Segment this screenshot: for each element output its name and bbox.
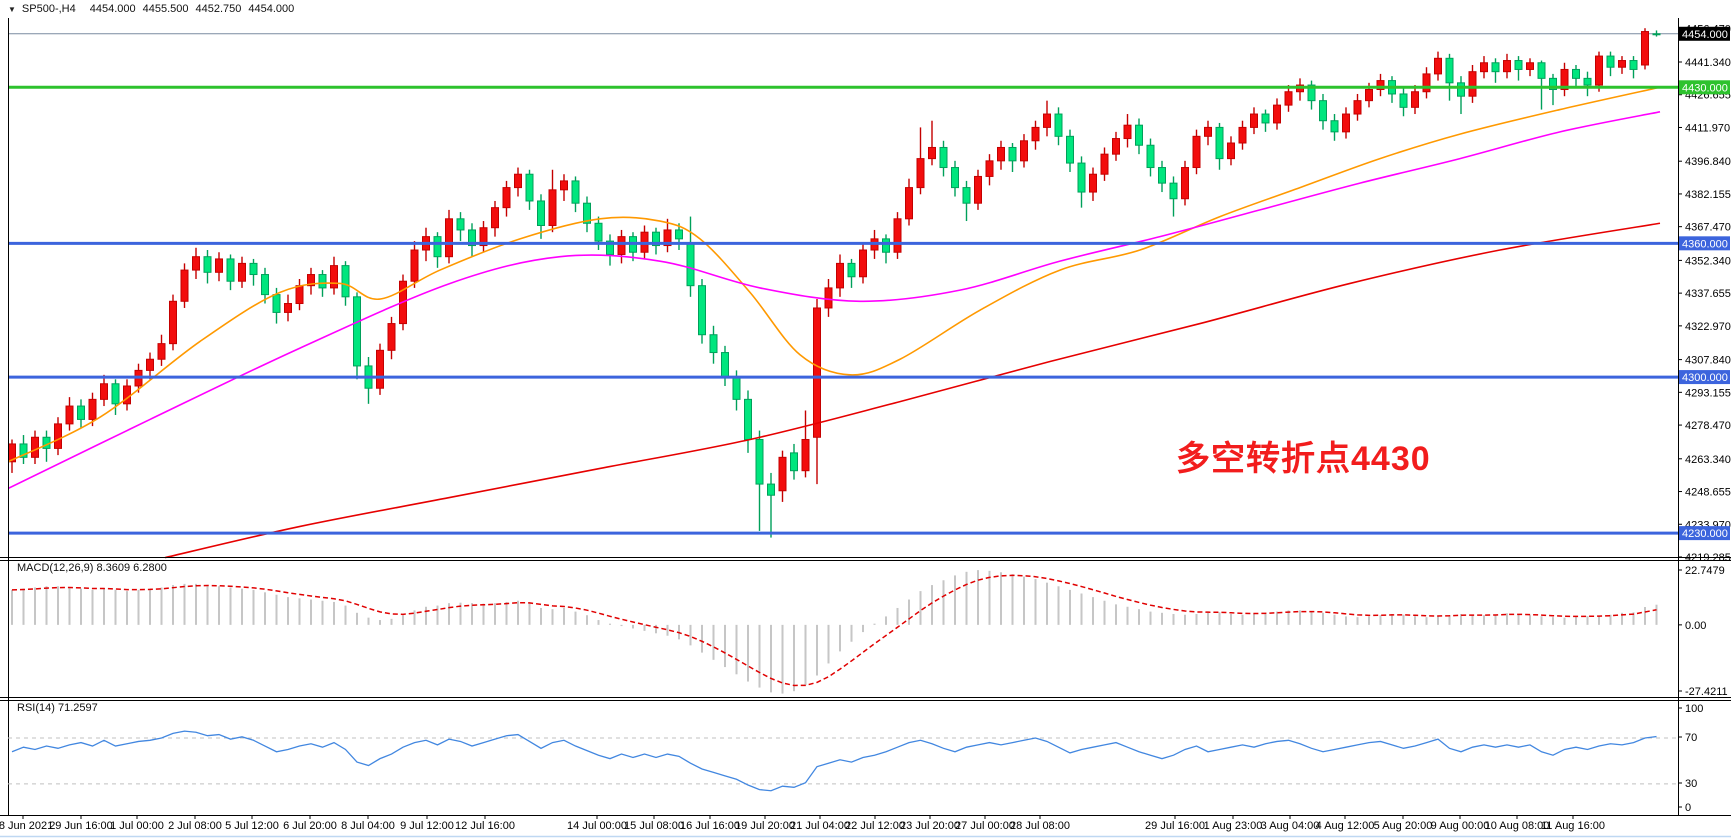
svg-text:4454.000: 4454.000 xyxy=(1682,29,1728,41)
svg-text:100: 100 xyxy=(1685,703,1703,715)
price-badge-4300.000: 4300.000 xyxy=(1679,370,1730,385)
ohlc-close: 4454.000 xyxy=(248,3,295,15)
svg-text:4230.000: 4230.000 xyxy=(1682,528,1728,540)
svg-text:4278.470: 4278.470 xyxy=(1685,420,1731,432)
svg-text:4382.155: 4382.155 xyxy=(1685,189,1731,201)
symbol-dropdown-icon[interactable]: ▼ xyxy=(8,4,16,14)
svg-text:4411.970: 4411.970 xyxy=(1685,122,1730,134)
svg-text:28 Jun 2021: 28 Jun 2021 xyxy=(0,820,53,832)
macd-signal-line xyxy=(11,574,1657,687)
ohlc-open: 4454.000 xyxy=(89,3,136,15)
svg-text:28 Jul 08:00: 28 Jul 08:00 xyxy=(1010,820,1070,832)
svg-text:29 Jun 16:00: 29 Jun 16:00 xyxy=(49,820,113,832)
candles-layer xyxy=(8,28,1661,538)
svg-text:15 Jul 08:00: 15 Jul 08:00 xyxy=(624,820,684,832)
svg-text:22.7479: 22.7479 xyxy=(1685,565,1725,577)
ma-mid-magenta xyxy=(8,111,1661,490)
svg-text:4263.340: 4263.340 xyxy=(1685,454,1731,466)
svg-text:27 Jul 00:00: 27 Jul 00:00 xyxy=(955,820,1015,832)
svg-text:4396.840: 4396.840 xyxy=(1685,156,1731,168)
svg-text:-27.4211: -27.4211 xyxy=(1685,686,1728,698)
svg-text:16 Jul 16:00: 16 Jul 16:00 xyxy=(680,820,740,832)
svg-text:23 Jul 20:00: 23 Jul 20:00 xyxy=(900,820,960,832)
svg-text:4307.840: 4307.840 xyxy=(1685,355,1731,367)
rsi-panel: 100 70 30 0 xyxy=(8,703,1703,814)
svg-text:4248.655: 4248.655 xyxy=(1685,487,1731,499)
svg-text:11 Aug 16:00: 11 Aug 16:00 xyxy=(1541,820,1605,832)
main-price-panel xyxy=(8,28,1678,559)
svg-text:3 Aug 04:00: 3 Aug 04:00 xyxy=(1261,820,1320,832)
chart-ohlc-bar: ▼ SP500-,H4 4454.000 4455.500 4452.750 4… xyxy=(0,0,1731,18)
svg-text:4219.285: 4219.285 xyxy=(1685,552,1731,564)
ohlc-high: 4455.500 xyxy=(142,3,189,15)
rsi-line xyxy=(11,730,1657,792)
svg-text:2 Jul 08:00: 2 Jul 08:00 xyxy=(168,820,222,832)
svg-text:70: 70 xyxy=(1685,732,1697,744)
svg-text:19 Jul 20:00: 19 Jul 20:00 xyxy=(735,820,795,832)
ma-slow-red xyxy=(164,222,1661,559)
symbol-timeframe-label: SP500-,H4 xyxy=(21,3,76,15)
svg-text:10 Aug 08:00: 10 Aug 08:00 xyxy=(1485,820,1550,832)
price-badge-4430.000: 4430.000 xyxy=(1679,80,1730,95)
svg-text:9 Aug 00:00: 9 Aug 00:00 xyxy=(1431,820,1490,832)
svg-text:30: 30 xyxy=(1685,778,1697,790)
svg-text:4322.970: 4322.970 xyxy=(1685,321,1731,333)
svg-text:0: 0 xyxy=(1685,802,1691,814)
svg-text:9 Jul 12:00: 9 Jul 12:00 xyxy=(400,820,454,832)
svg-text:4293.155: 4293.155 xyxy=(1685,387,1731,399)
svg-text:4360.000: 4360.000 xyxy=(1682,238,1728,250)
svg-text:14 Jul 00:00: 14 Jul 00:00 xyxy=(567,820,627,832)
macd-panel: 22.7479 0.00 -27.4211 xyxy=(11,565,1728,698)
svg-text:4441.340: 4441.340 xyxy=(1685,57,1731,69)
price-badge-4230.000: 4230.000 xyxy=(1679,526,1730,541)
svg-text:5 Jul 12:00: 5 Jul 12:00 xyxy=(225,820,279,832)
svg-text:29 Jul 16:00: 29 Jul 16:00 xyxy=(1145,820,1205,832)
svg-text:4352.340: 4352.340 xyxy=(1685,255,1731,267)
svg-text:1 Jul 00:00: 1 Jul 00:00 xyxy=(110,820,164,832)
svg-text:4 Aug 12:00: 4 Aug 12:00 xyxy=(1316,820,1375,832)
svg-text:8 Jul 04:00: 8 Jul 04:00 xyxy=(341,820,395,832)
svg-text:12 Jul 16:00: 12 Jul 16:00 xyxy=(455,820,515,832)
svg-text:4337.655: 4337.655 xyxy=(1685,288,1731,300)
price-badge-4454.000: 4454.000 xyxy=(1679,26,1730,41)
svg-text:22 Jul 12:00: 22 Jul 12:00 xyxy=(845,820,905,832)
ohlc-low: 4452.750 xyxy=(195,3,242,15)
price-axis[interactable]: 4456.4704441.3404426.6554411.9704396.840… xyxy=(1678,23,1731,564)
svg-text:5 Aug 20:00: 5 Aug 20:00 xyxy=(1374,820,1433,832)
svg-text:0.00: 0.00 xyxy=(1685,620,1706,632)
svg-text:4430.000: 4430.000 xyxy=(1682,82,1728,94)
svg-text:4300.000: 4300.000 xyxy=(1682,372,1728,384)
svg-text:1 Aug 23:00: 1 Aug 23:00 xyxy=(1204,820,1263,832)
svg-text:4367.470: 4367.470 xyxy=(1685,222,1731,234)
ma-fast-orange xyxy=(8,86,1661,463)
price-badge-4360.000: 4360.000 xyxy=(1679,236,1730,251)
svg-text:6 Jul 20:00: 6 Jul 20:00 xyxy=(283,820,337,832)
svg-text:21 Jul 04:00: 21 Jul 04:00 xyxy=(790,820,850,832)
